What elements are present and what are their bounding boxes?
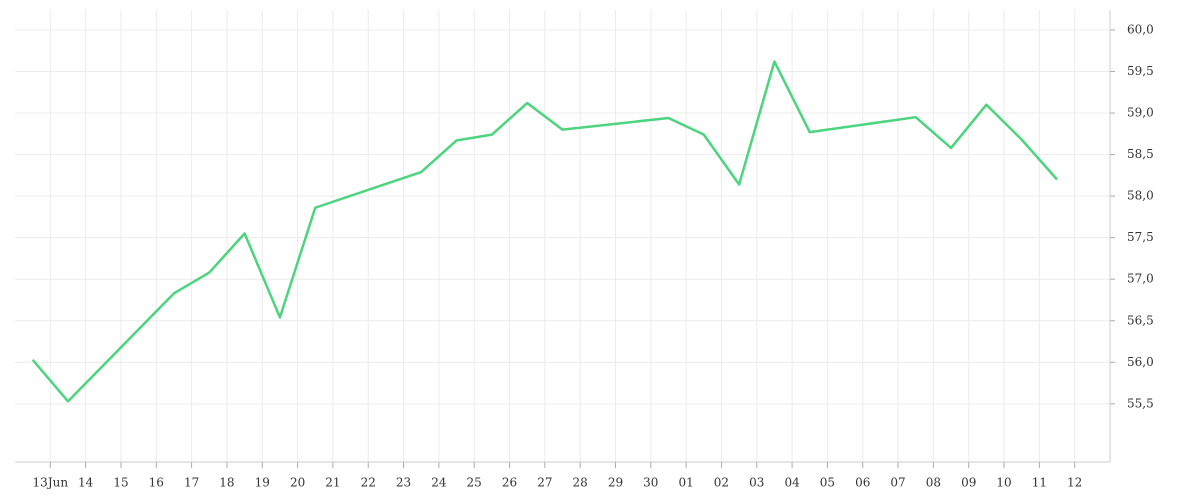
- x-tick-label: 06: [855, 476, 870, 490]
- x-tick-label: 18: [219, 476, 234, 490]
- x-tick-label: 30: [643, 476, 658, 490]
- y-tick-label: 59,0: [1127, 106, 1154, 120]
- x-tick-label: 13Jun: [33, 476, 69, 490]
- x-tick-label: 19: [255, 476, 270, 490]
- y-tick-label: 56,5: [1127, 313, 1154, 327]
- x-tick-label: 20: [290, 476, 305, 490]
- y-tick-label: 58,0: [1127, 189, 1154, 203]
- x-tick-label: 12: [1067, 476, 1082, 490]
- x-tick-label: 02: [714, 476, 729, 490]
- x-tick-label: 29: [608, 476, 623, 490]
- x-tick-label: 17: [184, 476, 199, 490]
- x-tick-label: 28: [573, 476, 588, 490]
- y-tick-label: 59,5: [1127, 64, 1154, 78]
- x-tick-label: 04: [784, 476, 800, 490]
- x-tick-label: 01: [678, 476, 693, 490]
- x-tick-label: 08: [926, 476, 941, 490]
- x-tick-label: 03: [749, 476, 764, 490]
- y-tick-label: 57,0: [1127, 272, 1154, 286]
- x-tick-label: 22: [361, 476, 376, 490]
- x-tick-label: 05: [820, 476, 835, 490]
- x-tick-label: 15: [113, 476, 128, 490]
- x-tick-label: 14: [78, 476, 94, 490]
- data-line: [31, 60, 1058, 403]
- x-tick-label: 25: [467, 476, 482, 490]
- x-tick-label: 07: [890, 476, 905, 490]
- y-tick-label: 60,0: [1127, 22, 1154, 36]
- x-tick-label: 27: [537, 476, 552, 490]
- x-tick-label: 09: [961, 476, 976, 490]
- x-tick-label: 23: [396, 476, 411, 490]
- x-tick-label: 24: [431, 476, 447, 490]
- x-tick-label: 21: [325, 476, 340, 490]
- x-tick-label: 16: [149, 476, 164, 490]
- y-tick-label: 55,5: [1127, 396, 1154, 410]
- x-tick-label: 26: [502, 476, 517, 490]
- x-tick-label: 10: [996, 476, 1011, 490]
- y-tick-label: 58,5: [1127, 147, 1154, 161]
- x-tick-label: 11: [1032, 476, 1047, 490]
- y-tick-label: 57,5: [1127, 230, 1154, 244]
- y-tick-label: 56,0: [1127, 355, 1154, 369]
